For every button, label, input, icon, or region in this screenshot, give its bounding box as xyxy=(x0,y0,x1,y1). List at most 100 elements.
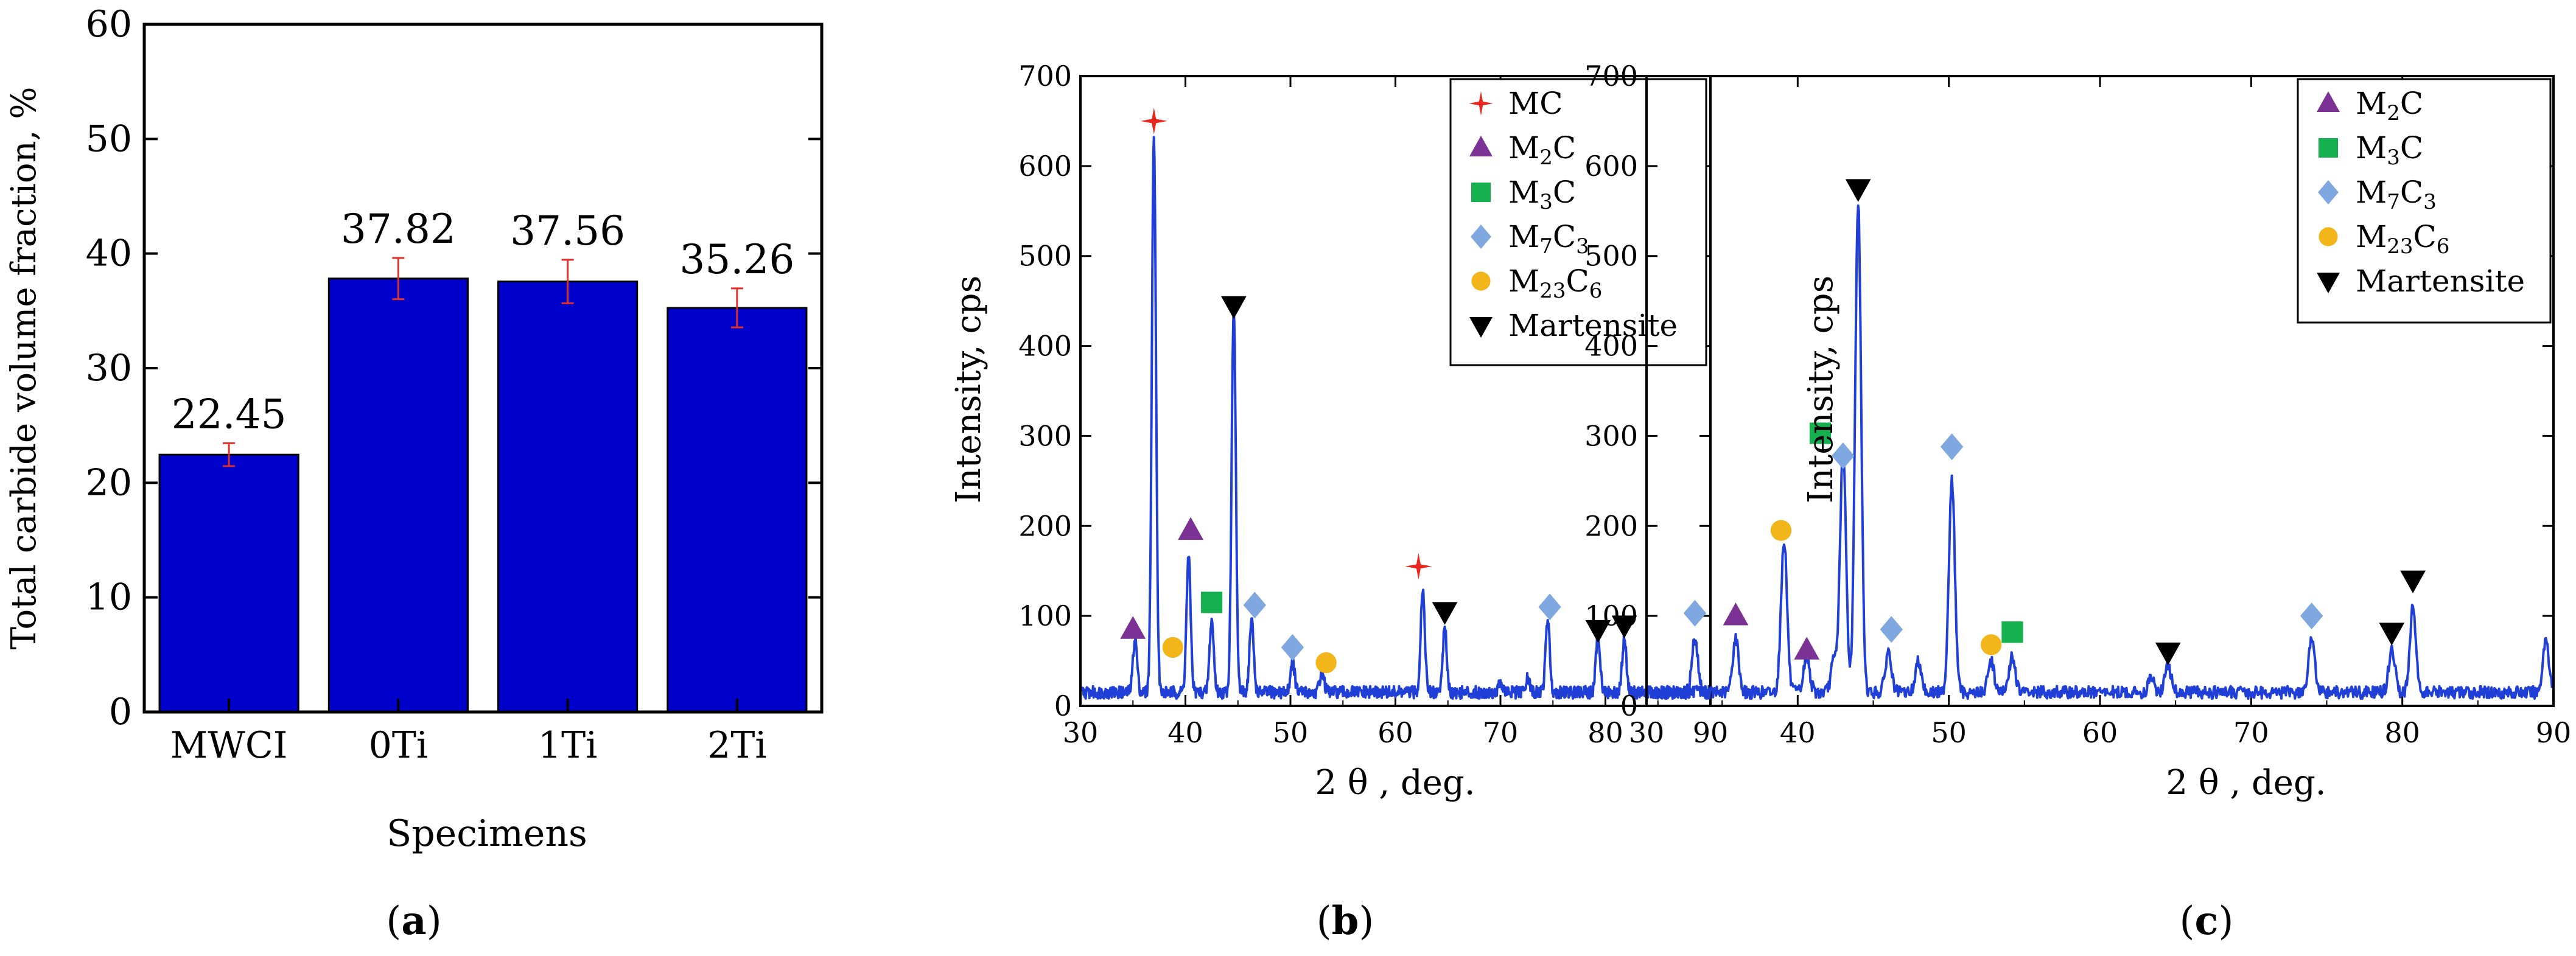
bar-mwci xyxy=(158,453,299,713)
value-labels: 22.45 37.82 37.56 35.26 xyxy=(172,206,795,438)
marker-m7c3 xyxy=(1940,433,1964,461)
y-tick-label: 600 xyxy=(1584,150,1638,183)
marker-martensite xyxy=(1845,179,1871,202)
x-tick-label: 30 xyxy=(1063,716,1099,749)
y-tick-label: 500 xyxy=(1584,240,1638,273)
x-axis-label: 2 θ , deg. xyxy=(1315,763,1475,803)
y-tick-label: 400 xyxy=(1584,330,1638,363)
marker-m23c6 xyxy=(1981,634,2002,655)
bars xyxy=(158,277,808,713)
x-tick-label: 0Ti xyxy=(369,724,428,767)
x-axis-label: Specimens xyxy=(387,812,587,855)
x-tick-label: 80 xyxy=(2384,716,2420,749)
x-tick-label: 40 xyxy=(1780,716,1816,749)
marker-m7c3 xyxy=(2300,602,2323,630)
marker-m3c xyxy=(1201,591,1223,613)
x-tick-labels: MWCI 0Ti 1Ti 2Ti xyxy=(170,699,767,767)
marker-martensite xyxy=(1469,317,1493,338)
svg-text:(a): (a) xyxy=(386,898,441,944)
marker-m23c6 xyxy=(1770,520,1792,541)
marker-m7c3 xyxy=(1243,591,1267,619)
marker-mc xyxy=(1140,107,1167,134)
x-tick-label: 30 xyxy=(1629,716,1665,749)
x-tick-label: 60 xyxy=(2082,716,2118,749)
y-tick-label: 30 xyxy=(86,347,132,389)
marker-m23c6 xyxy=(1315,652,1337,674)
marker-m2c xyxy=(1723,602,1749,626)
x-tick-label: 70 xyxy=(1483,716,1519,749)
y-tick-label: 60 xyxy=(86,3,132,46)
x-axis-label: 2 θ , deg. xyxy=(2166,763,2326,803)
marker-martensite xyxy=(1432,602,1458,625)
y-axis-label: Intensity, cps xyxy=(949,276,989,504)
legend-label-martensite: Martensite xyxy=(1508,308,1678,343)
marker-m3c xyxy=(2319,138,2338,158)
bar-2ti xyxy=(667,307,808,713)
y-tick-label: 400 xyxy=(1018,330,1072,363)
marker-m23c6 xyxy=(1471,271,1491,291)
legend-label-m7c3: M7C3 xyxy=(2356,175,2437,214)
y-tick-label: 600 xyxy=(1018,150,1072,183)
x-tick-label: 60 xyxy=(1377,716,1413,749)
value-label: 37.82 xyxy=(341,206,456,253)
y-tick-label: 10 xyxy=(86,576,132,619)
marker-m3c xyxy=(1809,422,1832,444)
bar-0ti xyxy=(327,277,469,713)
legend-label-martensite: Martensite xyxy=(2356,263,2525,299)
xrd-chart-panel-c: 30 40 50 60 70 80 90 0 100 200 300 400 500 600 700 M2C… xyxy=(1584,60,2571,944)
marker-m2c xyxy=(1794,637,1820,660)
y-tick-label: 700 xyxy=(1018,60,1072,92)
marker-m7c3 xyxy=(1880,616,1903,643)
marker-martensite xyxy=(2400,570,2426,593)
value-label: 35.26 xyxy=(679,236,794,283)
marker-mc xyxy=(1405,553,1432,580)
marker-martensite xyxy=(1220,296,1247,319)
x-tick-label: MWCI xyxy=(170,724,288,767)
x-tick-label: 1Ti xyxy=(538,724,597,767)
panel-label-a: (a) xyxy=(386,898,441,944)
x-tick-label: 70 xyxy=(2233,716,2269,749)
marker-m3c xyxy=(1471,183,1491,202)
y-tick-label: 0 xyxy=(109,691,132,733)
bar-1ti xyxy=(497,281,639,713)
legend-box xyxy=(2297,78,2552,324)
panel-label-c: (c) xyxy=(2180,898,2234,944)
marker-m7c3 xyxy=(1538,593,1561,621)
marker-m7c3 xyxy=(1471,225,1491,249)
x-tick-label: 90 xyxy=(1693,716,1729,749)
value-label: 22.45 xyxy=(172,391,287,438)
y-tick-label: 100 xyxy=(1584,599,1638,632)
marker-m7c3 xyxy=(1683,599,1707,627)
plot-frame xyxy=(142,23,824,714)
y-axis-label: Total carbide volume fraction, % xyxy=(4,86,44,649)
legend-label-m7c3: M7C3 xyxy=(1508,219,1589,259)
marker-m7c3 xyxy=(1832,442,1855,469)
phase-markers xyxy=(1120,107,1637,674)
legend: M2C M3C M7C3 M23C6 Martensite xyxy=(2297,78,2552,324)
xrd-pattern-line xyxy=(1079,136,1712,700)
y-tick-label: 0 xyxy=(1620,689,1638,722)
y-axis-label: Intensity, cps xyxy=(1801,276,1841,504)
y-tick-label: 300 xyxy=(1018,419,1072,452)
legend-label-m2c: M2C xyxy=(2356,86,2423,125)
marker-m7c3 xyxy=(2318,180,2339,204)
y-tick-label: 200 xyxy=(1584,509,1638,542)
marker-m2c xyxy=(1469,136,1493,156)
legend-box xyxy=(1449,78,1707,366)
y-tick-label: 40 xyxy=(86,232,132,275)
value-label: 37.56 xyxy=(510,208,625,254)
marker-m3c xyxy=(2001,621,2023,643)
marker-m7c3 xyxy=(1281,633,1304,661)
xrd-pattern-line xyxy=(1645,204,2554,700)
y-tick-label: 20 xyxy=(86,461,132,504)
marker-m2c xyxy=(2317,91,2340,112)
marker-martensite xyxy=(2155,642,2181,666)
marker-m2c xyxy=(1178,517,1204,540)
marker-mc xyxy=(1469,91,1493,116)
